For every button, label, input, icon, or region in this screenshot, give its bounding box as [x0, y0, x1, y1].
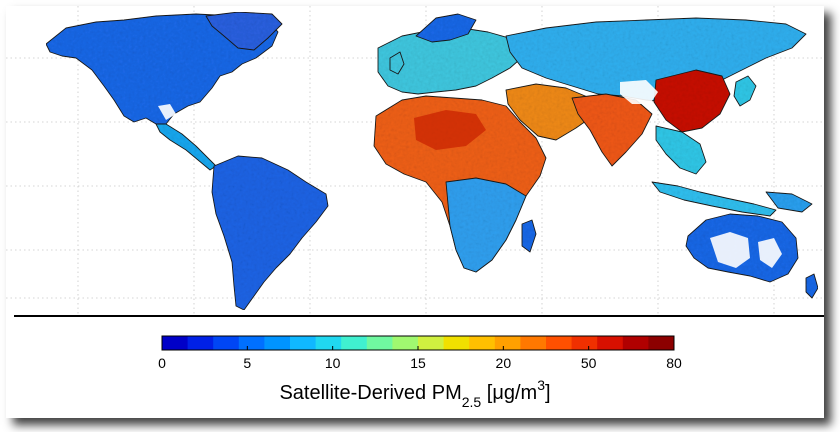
colorbar-swatch: [187, 336, 214, 350]
world-map: [6, 6, 824, 317]
greenland: [205, 11, 283, 51]
colorbar-swatch: [290, 336, 317, 350]
caption-unit-close: ]: [545, 382, 551, 404]
caption-unit-open: [: [481, 382, 493, 404]
colorbar-swatch: [162, 336, 189, 350]
asia: [505, 17, 807, 103]
colorbar-swatch: [264, 336, 291, 350]
colorbar-swatch: [341, 336, 368, 350]
colorbar-tick-label: 50: [581, 355, 597, 371]
colorbar-swatches: [162, 336, 675, 350]
figure-panel: 0 5 10 15 20 50 80 Satellite-Derived PM2.5 [μg…: [6, 6, 824, 418]
indonesia: [651, 181, 777, 217]
colorbar-tick-label: 80: [666, 355, 682, 371]
british-isles: [389, 51, 405, 75]
colorbar-swatch: [392, 336, 419, 350]
colorbar-swatch: [213, 336, 240, 350]
south-america: [211, 155, 329, 311]
southeast-asia: [655, 125, 707, 175]
caption-main: Satellite-Derived PM: [279, 382, 462, 404]
new-guinea: [765, 191, 813, 213]
southern-africa: [445, 177, 527, 273]
colorbar-swatch: [648, 336, 675, 350]
caption-unit: μg/m: [492, 382, 538, 404]
colorbar-caption: Satellite-Derived PM2.5 [μg/m3]: [6, 377, 824, 410]
colorbar-swatch: [546, 336, 573, 350]
colorbar-tick-label: 10: [325, 355, 341, 371]
colorbar-tick-label: 20: [496, 355, 512, 371]
japan: [733, 75, 757, 107]
colorbar-swatch: [520, 336, 547, 350]
colorbar-tick-label: 15: [410, 355, 426, 371]
colorbar-swatch: [622, 336, 649, 350]
new-zealand: [805, 273, 819, 299]
madagascar: [521, 219, 537, 253]
colorbar-swatch: [469, 336, 496, 350]
colorbar-swatch: [571, 336, 598, 350]
colorbar-swatch: [366, 336, 393, 350]
north-america: [45, 13, 279, 125]
colorbar-swatch: [315, 336, 342, 350]
colorbar-swatch: [418, 336, 445, 350]
colorbar-swatch: [597, 336, 624, 350]
colorbar-tick-label: 0: [158, 355, 166, 371]
no-data-areas: [158, 80, 782, 268]
colorbar-swatch: [443, 336, 470, 350]
scandinavia: [415, 13, 477, 43]
sahara-core: [414, 110, 486, 150]
colorbar-ticks: 0 5 10 15 20 50 80: [158, 346, 682, 371]
colorbar-swatch: [238, 336, 265, 350]
caption-subscript: 2.5: [461, 394, 482, 410]
east-asia: [653, 69, 731, 133]
colorbar-tick-label: 5: [243, 355, 251, 371]
colorbar-swatch: [494, 336, 521, 350]
colorbar: 0 5 10 15 20 50 80: [158, 335, 682, 371]
central-america: [155, 123, 217, 171]
caption-superscript: 3: [537, 377, 545, 393]
